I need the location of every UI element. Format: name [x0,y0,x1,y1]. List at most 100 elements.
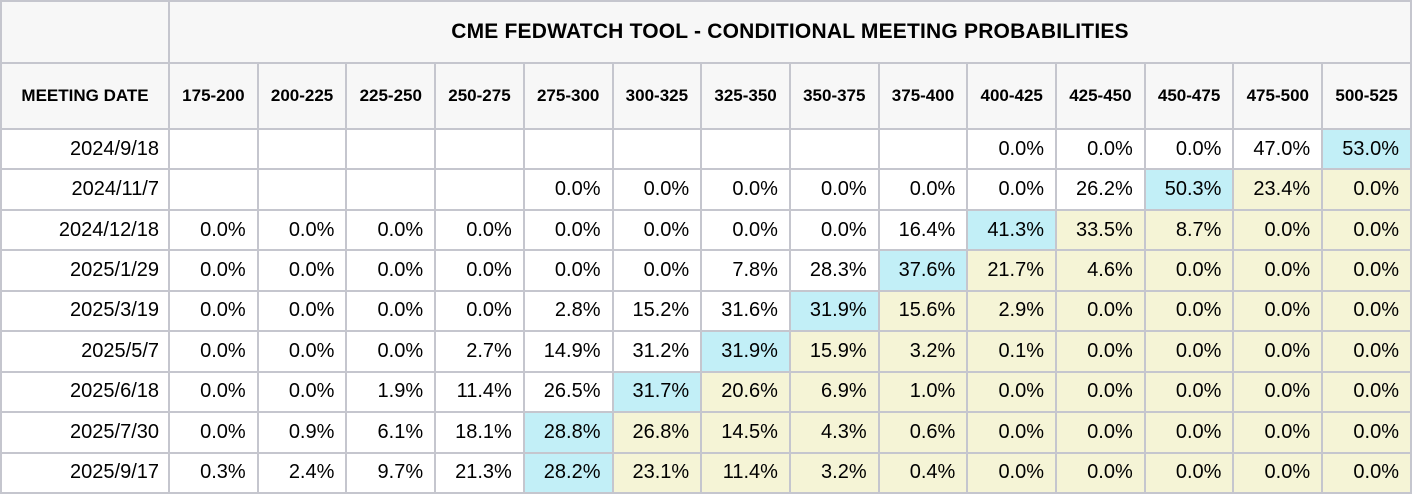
probability-cell [168,127,259,171]
probability-cell: 0.6% [877,411,969,454]
probability-cell [434,127,525,171]
probability-cell: 0.1% [966,330,1058,373]
probability-cell: 0.0% [966,127,1058,171]
probability-cell: 0.0% [1232,208,1324,252]
probability-cell: 8.7% [1143,208,1235,252]
probability-cell: 0.0% [256,208,348,252]
table-row: 2024/9/18 0.0% 0.0% 0.0% 47.0% 53.0% [0,127,1412,171]
probability-cell: 1.0% [877,370,969,414]
probability-cell: 0.0% [256,249,348,292]
meeting-date-cell: 2025/5/7 [0,330,170,373]
probability-cell: 3.2% [788,451,880,494]
probability-cell [345,168,437,211]
probability-cell: 0.0% [788,168,880,211]
meeting-date-header: MEETING DATE [0,62,170,130]
probability-cell: 23.4% [1232,168,1324,211]
probability-cell: 15.9% [788,330,880,373]
probability-cell: 0.0% [966,411,1058,454]
probability-cell: 0.0% [788,208,880,252]
rate-range-header: 250-275 [434,62,525,130]
probability-cell: 33.5% [1055,208,1146,252]
probability-cell: 31.6% [700,289,791,333]
rate-range-header: 225-250 [345,62,437,130]
probability-cell: 14.9% [522,330,614,373]
probability-cell: 20.6% [700,370,791,414]
probability-cell: 0.0% [1321,249,1412,292]
probability-cell: 0.0% [1232,411,1324,454]
probability-cell: 0.0% [345,289,437,333]
probability-cell: 0.0% [1321,208,1412,252]
probability-cell: 31.9% [788,289,880,333]
table-row: 2025/6/18 0.0% 0.0% 1.9% 11.4% 26.5% 31.7% 20.6… [0,370,1412,414]
rate-range-header: 200-225 [256,62,348,130]
probability-cell: 0.0% [522,249,614,292]
probability-cell: 0.0% [966,370,1058,414]
table-row: 2025/5/7 0.0% 0.0% 0.0% 2.7% 14.9% 31.2% 31.9% 1… [0,330,1412,373]
probability-cell: 0.0% [1055,411,1146,454]
probability-cell: 0.0% [877,168,969,211]
rate-range-header: 350-375 [788,62,880,130]
probability-cell: 4.6% [1055,249,1146,292]
probability-cell: 53.0% [1321,127,1412,171]
probability-cell: 21.3% [434,451,525,494]
probability-cell: 0.0% [1321,168,1412,211]
probability-cell: 21.7% [966,249,1058,292]
probability-cell: 15.6% [877,289,969,333]
meeting-date-cell: 2024/12/18 [0,208,170,252]
probability-cell [788,127,880,171]
probability-cell: 2.7% [434,330,525,373]
probability-cell: 0.0% [1232,330,1324,373]
probability-cell: 0.0% [1055,451,1146,494]
probability-cell: 0.0% [1055,127,1146,171]
probability-cell: 26.8% [611,411,703,454]
probability-cell: 0.0% [966,168,1058,211]
corner-cell [0,0,170,64]
probability-cell: 0.0% [168,330,259,373]
probability-cell: 0.0% [1232,370,1324,414]
meeting-date-cell: 2024/11/7 [0,168,170,211]
meeting-date-cell: 2025/9/17 [0,451,170,494]
rate-range-header: 400-425 [966,62,1058,130]
probability-cell: 9.7% [345,451,437,494]
meeting-date-cell: 2025/3/19 [0,289,170,333]
probability-cell: 0.0% [1143,411,1235,454]
table-row: 2025/3/19 0.0% 0.0% 0.0% 0.0% 2.8% 15.2% 31.6% 3… [0,289,1412,333]
probability-cell: 0.0% [1143,370,1235,414]
probability-cell: 0.0% [345,330,437,373]
probability-cell [256,168,348,211]
probability-cell: 0.0% [1321,289,1412,333]
meeting-date-cell: 2025/6/18 [0,370,170,414]
rate-range-header: 500-525 [1321,62,1412,130]
probability-cell: 0.0% [434,289,525,333]
probability-cell: 0.0% [256,370,348,414]
meeting-date-cell: 2024/9/18 [0,127,170,171]
probability-cell: 0.0% [522,168,614,211]
probability-cell: 31.7% [611,370,703,414]
probability-cell: 0.0% [168,289,259,333]
probability-cell [256,127,348,171]
probability-cell: 0.0% [1143,249,1235,292]
probability-cell: 0.4% [877,451,969,494]
probability-cell: 0.0% [256,330,348,373]
probability-cell [611,127,703,171]
probability-cell: 28.2% [522,451,614,494]
probability-cell: 0.0% [611,249,703,292]
probability-cell [434,168,525,211]
probability-cell: 0.0% [1143,330,1235,373]
table-row: 2025/1/29 0.0% 0.0% 0.0% 0.0% 0.0% 0.0% 7.8% 28.… [0,249,1412,292]
table-row: 2024/11/7 0.0% 0.0% 0.0% 0.0% 0.0% 0.0% 26.2% 50… [0,168,1412,211]
probability-cell: 37.6% [877,249,969,292]
probability-cell: 0.9% [256,411,348,454]
rate-range-header: 425-450 [1055,62,1146,130]
probability-cell: 0.0% [345,208,437,252]
probability-cell: 14.5% [700,411,791,454]
probability-cell: 28.8% [522,411,614,454]
probability-cell: 0.0% [1055,370,1146,414]
probability-cell: 31.2% [611,330,703,373]
probability-cell: 0.0% [1232,289,1324,333]
probability-cell: 0.0% [1321,330,1412,373]
rate-range-header: 175-200 [168,62,259,130]
probability-cell: 0.0% [1321,411,1412,454]
probability-cell: 0.0% [1055,330,1146,373]
